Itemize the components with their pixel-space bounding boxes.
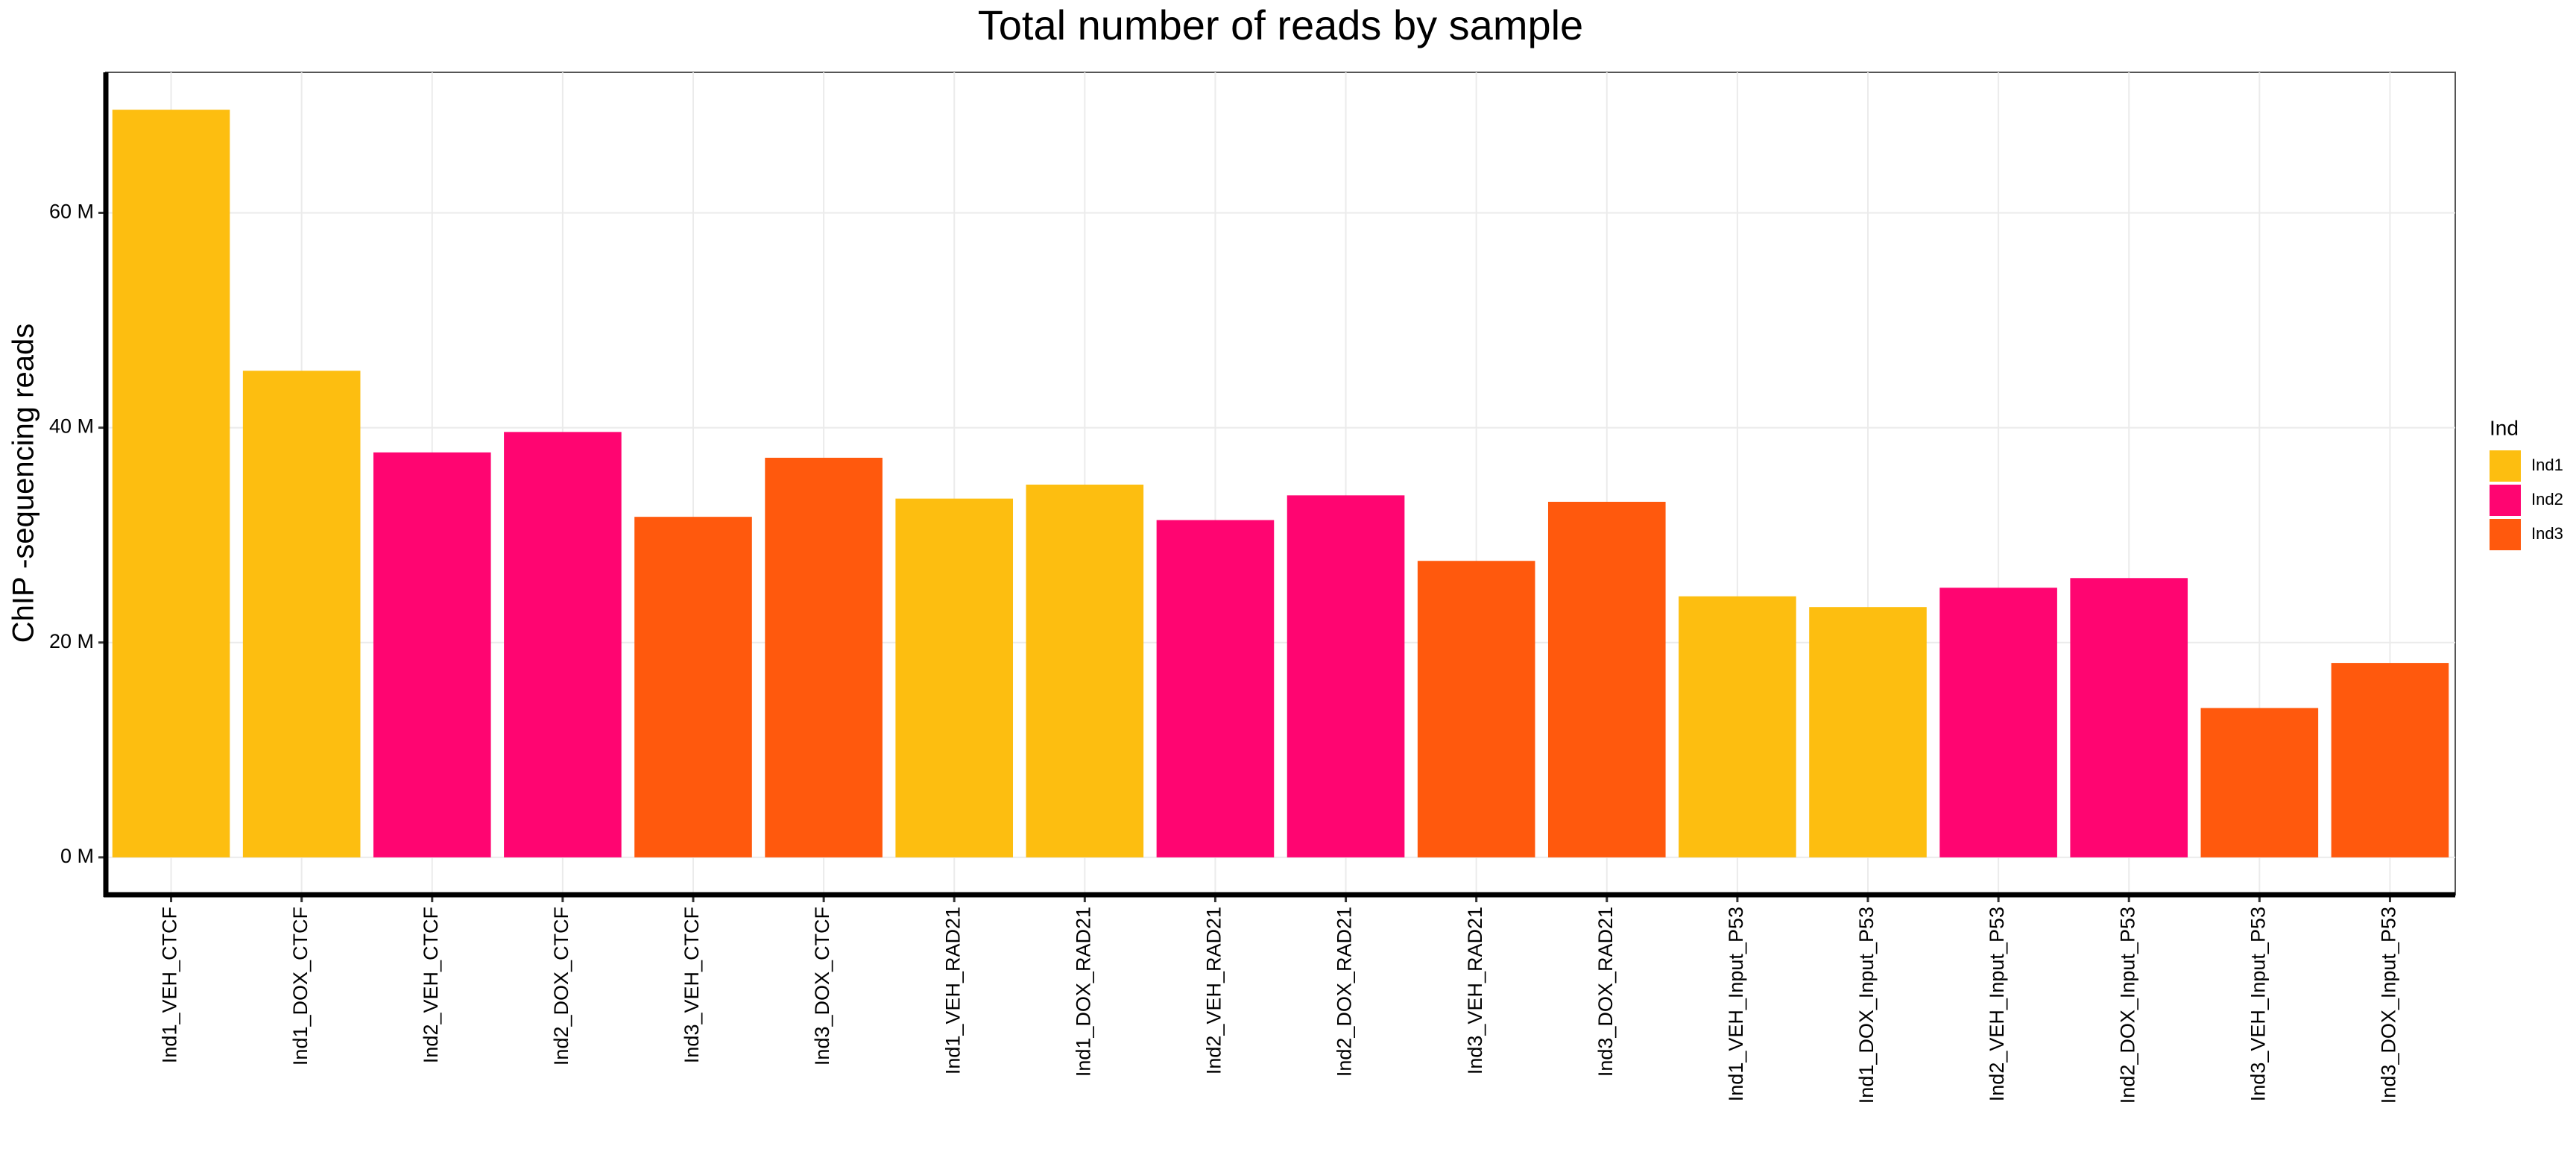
y-axis-title: ChIP -sequencing reads [7,324,40,643]
x-tick-label: Ind1_DOX_Input_P53 [1855,907,1878,1104]
x-tick-label: Ind2_DOX_RAD21 [1333,907,1356,1077]
bar [634,517,752,857]
x-tick-label: Ind1_VEH_Input_P53 [1725,907,1747,1101]
x-tick-label: Ind1_VEH_RAD21 [941,907,964,1074]
bar [112,110,230,857]
bar [373,452,491,857]
x-tick-label: Ind2_VEH_Input_P53 [1986,907,2008,1101]
bar [895,498,1014,857]
legend-label: Ind1 [2531,456,2563,474]
bar [2331,663,2449,857]
x-tick-label: Ind3_VEH_CTCF [681,907,703,1063]
bar [2070,578,2188,857]
bar [765,457,883,857]
y-tick-label: 0 M [60,845,94,867]
y-tick-label: 60 M [49,201,94,223]
x-tick-label: Ind3_VEH_RAD21 [1464,907,1486,1074]
y-tick-label: 40 M [49,415,94,438]
x-tick-label: Ind2_DOX_CTCF [550,907,572,1065]
x-tick-label: Ind2_VEH_RAD21 [1203,907,1225,1074]
x-tick-label: Ind2_VEH_CTCF [420,907,442,1063]
legend-title: Ind [2490,416,2519,439]
bar [242,371,361,857]
legend-key [2490,485,2521,516]
legend-label: Ind2 [2531,490,2563,509]
x-tick-label: Ind3_VEH_Input_P53 [2247,907,2269,1101]
bar [1026,484,1144,857]
bar [1156,520,1275,857]
x-tick-label: Ind3_DOX_RAD21 [1594,907,1617,1077]
chart-title: Total number of reads by sample [978,1,1583,48]
bar [1417,561,1535,857]
legend-label: Ind3 [2531,524,2563,543]
legend-key [2490,519,2521,550]
bar [2200,708,2319,857]
bar [1809,607,1927,857]
x-tick-label: Ind1_VEH_CTCF [159,907,181,1063]
bar [1939,588,2057,857]
x-tick-label: Ind1_DOX_RAD21 [1072,907,1094,1077]
x-tick-label: Ind2_DOX_Input_P53 [2116,907,2138,1104]
y-tick-label: 20 M [49,630,94,652]
bar [1679,596,1796,857]
bar [1287,495,1405,857]
bar [504,432,622,857]
legend-key [2490,450,2521,482]
x-tick-label: Ind3_DOX_Input_P53 [2378,907,2400,1104]
x-tick-label: Ind3_DOX_CTCF [811,907,833,1065]
bar [1547,501,1666,857]
x-tick-label: Ind1_DOX_CTCF [289,907,312,1065]
